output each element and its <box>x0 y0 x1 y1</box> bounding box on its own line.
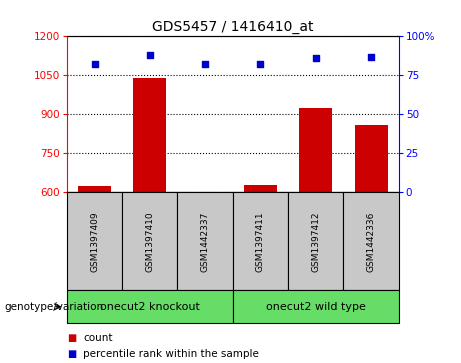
Bar <box>67 290 233 323</box>
Bar <box>133 78 166 348</box>
Text: GSM1397412: GSM1397412 <box>311 211 320 272</box>
Text: onecut2 wild type: onecut2 wild type <box>266 302 366 312</box>
Text: percentile rank within the sample: percentile rank within the sample <box>83 349 259 359</box>
Point <box>91 61 98 67</box>
Bar <box>355 125 388 348</box>
Text: ■: ■ <box>67 333 76 343</box>
Bar <box>343 192 399 290</box>
Point <box>146 52 154 58</box>
Bar <box>233 192 288 290</box>
Text: GSM1397411: GSM1397411 <box>256 211 265 272</box>
Bar <box>189 192 222 348</box>
Text: count: count <box>83 333 112 343</box>
Text: GSM1442337: GSM1442337 <box>201 211 210 272</box>
Title: GDS5457 / 1416410_at: GDS5457 / 1416410_at <box>152 20 313 34</box>
Text: genotype/variation: genotype/variation <box>5 302 104 312</box>
Point <box>201 61 209 67</box>
Text: GSM1397409: GSM1397409 <box>90 211 99 272</box>
Bar <box>67 192 122 290</box>
Bar <box>233 290 399 323</box>
Point <box>312 55 319 61</box>
Point <box>367 54 375 60</box>
Text: GSM1397410: GSM1397410 <box>145 211 154 272</box>
Text: onecut2 knockout: onecut2 knockout <box>100 302 200 312</box>
Point <box>257 61 264 67</box>
Bar <box>244 184 277 348</box>
Text: ■: ■ <box>67 349 76 359</box>
Bar <box>177 192 233 290</box>
Bar <box>299 108 332 348</box>
Bar <box>78 186 111 348</box>
Text: GSM1442336: GSM1442336 <box>366 211 376 272</box>
Bar <box>288 192 343 290</box>
Bar <box>122 192 177 290</box>
